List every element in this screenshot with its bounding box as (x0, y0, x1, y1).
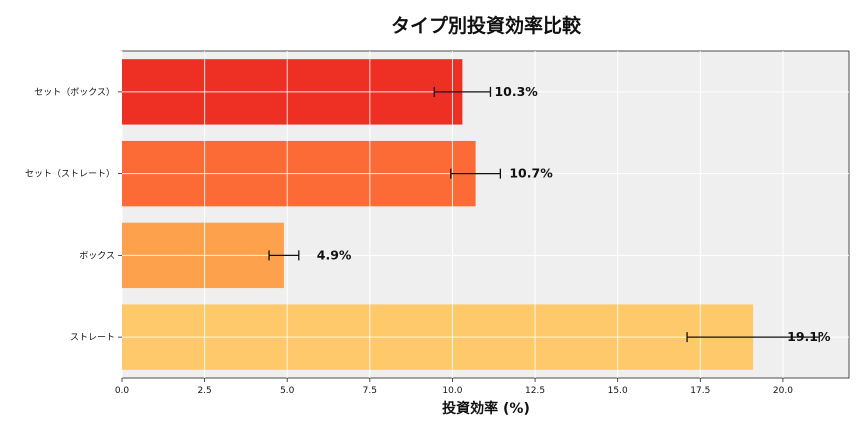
x-tick-label: 17.5 (690, 386, 710, 396)
y-tick-label: セット（ボックス） (34, 87, 115, 98)
y-axis-ticks: ストレート ボックス セット（ストレート） セット（ボックス） (25, 87, 122, 343)
bars (122, 59, 754, 370)
data-label: 10.7% (509, 166, 553, 181)
data-label: 19.1% (787, 329, 831, 344)
x-tick-label: 12.5 (525, 386, 545, 396)
error-bars (268, 86, 820, 343)
x-tick-label: 10.0 (442, 386, 462, 396)
data-label: 4.9% (317, 247, 352, 262)
x-tick-label: 7.5 (363, 386, 377, 396)
y-tick-label: ボックス (79, 250, 115, 261)
data-labels: 19.1% 4.9% 10.7% 10.3% (317, 84, 831, 344)
x-tick-label: 2.5 (197, 386, 211, 396)
x-tick-label: 5.0 (280, 386, 295, 396)
chart-title: タイプ別投資効率比較 (391, 14, 582, 37)
x-tick-label: 20.0 (773, 386, 793, 396)
x-tick-label: 0.0 (115, 386, 130, 396)
x-axis-ticks: 0.0 2.5 5.0 7.5 10.0 12.5 15.0 17.5 20.0 (115, 378, 793, 396)
x-axis-label: 投資効率 (%) (442, 400, 530, 417)
y-tick-label: セット（ストレート） (25, 169, 115, 180)
data-label: 10.3% (494, 84, 538, 99)
x-tick-label: 15.0 (608, 386, 628, 396)
y-tick-label: ストレート (70, 333, 115, 343)
